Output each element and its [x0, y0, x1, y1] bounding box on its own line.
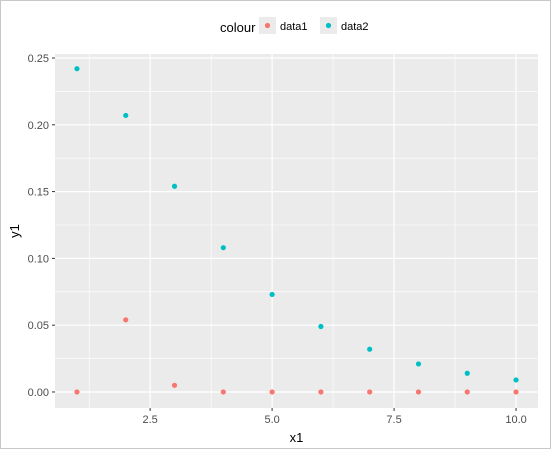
plot-panel [55, 54, 538, 408]
x-tick-label: 7.5 [386, 414, 401, 426]
legend-marker-data2 [325, 22, 332, 29]
data-point-data2 [318, 323, 324, 330]
y-tick-label: 0.00 [28, 387, 49, 399]
data-point-data2 [415, 361, 422, 367]
legend-label-data1: data1 [280, 21, 308, 33]
data-point-data1 [171, 382, 178, 388]
x-tick-label: 10.0 [505, 414, 526, 426]
legend-marker-data1 [264, 22, 271, 29]
y-tick-label: 0.20 [28, 120, 49, 132]
data-point-data1 [74, 389, 80, 395]
data-point-data2 [123, 112, 129, 119]
major-gridlines [55, 54, 538, 408]
axes: 2.5 5.0 7.5 10.0 0.00 0.05 0.10 0.15 0.20 0.25 [28, 53, 527, 426]
data-points [74, 66, 519, 395]
data-point-data1 [367, 389, 373, 395]
minor-gridlines [55, 54, 538, 408]
y-axis-title: y1 [7, 224, 22, 238]
data-point-data1 [269, 389, 275, 395]
data-point-data1 [464, 389, 470, 395]
legend-title: colour [220, 20, 256, 35]
data-point-data2 [464, 370, 470, 376]
data-point-data2 [171, 183, 178, 189]
data-point-data2 [367, 346, 373, 352]
y-tick-label: 0.05 [28, 320, 49, 332]
y-tick-label: 0.15 [28, 187, 49, 199]
data-point-data2 [220, 245, 226, 251]
x-axis-title: x1 [290, 430, 304, 445]
data-point-data2 [269, 291, 275, 298]
data-point-data2 [513, 377, 519, 383]
legend: colour data1 data2 [220, 17, 369, 35]
data-point-data1 [318, 389, 324, 395]
data-point-data1 [513, 389, 519, 395]
legend-label-data2: data2 [341, 21, 369, 33]
y-tick-label: 0.25 [28, 53, 49, 65]
data-point-data1 [123, 317, 129, 323]
data-point-data1 [415, 389, 422, 395]
data-point-data2 [74, 66, 80, 72]
x-tick-label: 2.5 [142, 414, 157, 426]
x-tick-label: 5.0 [264, 414, 279, 426]
y-tick-label: 0.10 [28, 253, 49, 265]
data-point-data1 [220, 389, 226, 395]
